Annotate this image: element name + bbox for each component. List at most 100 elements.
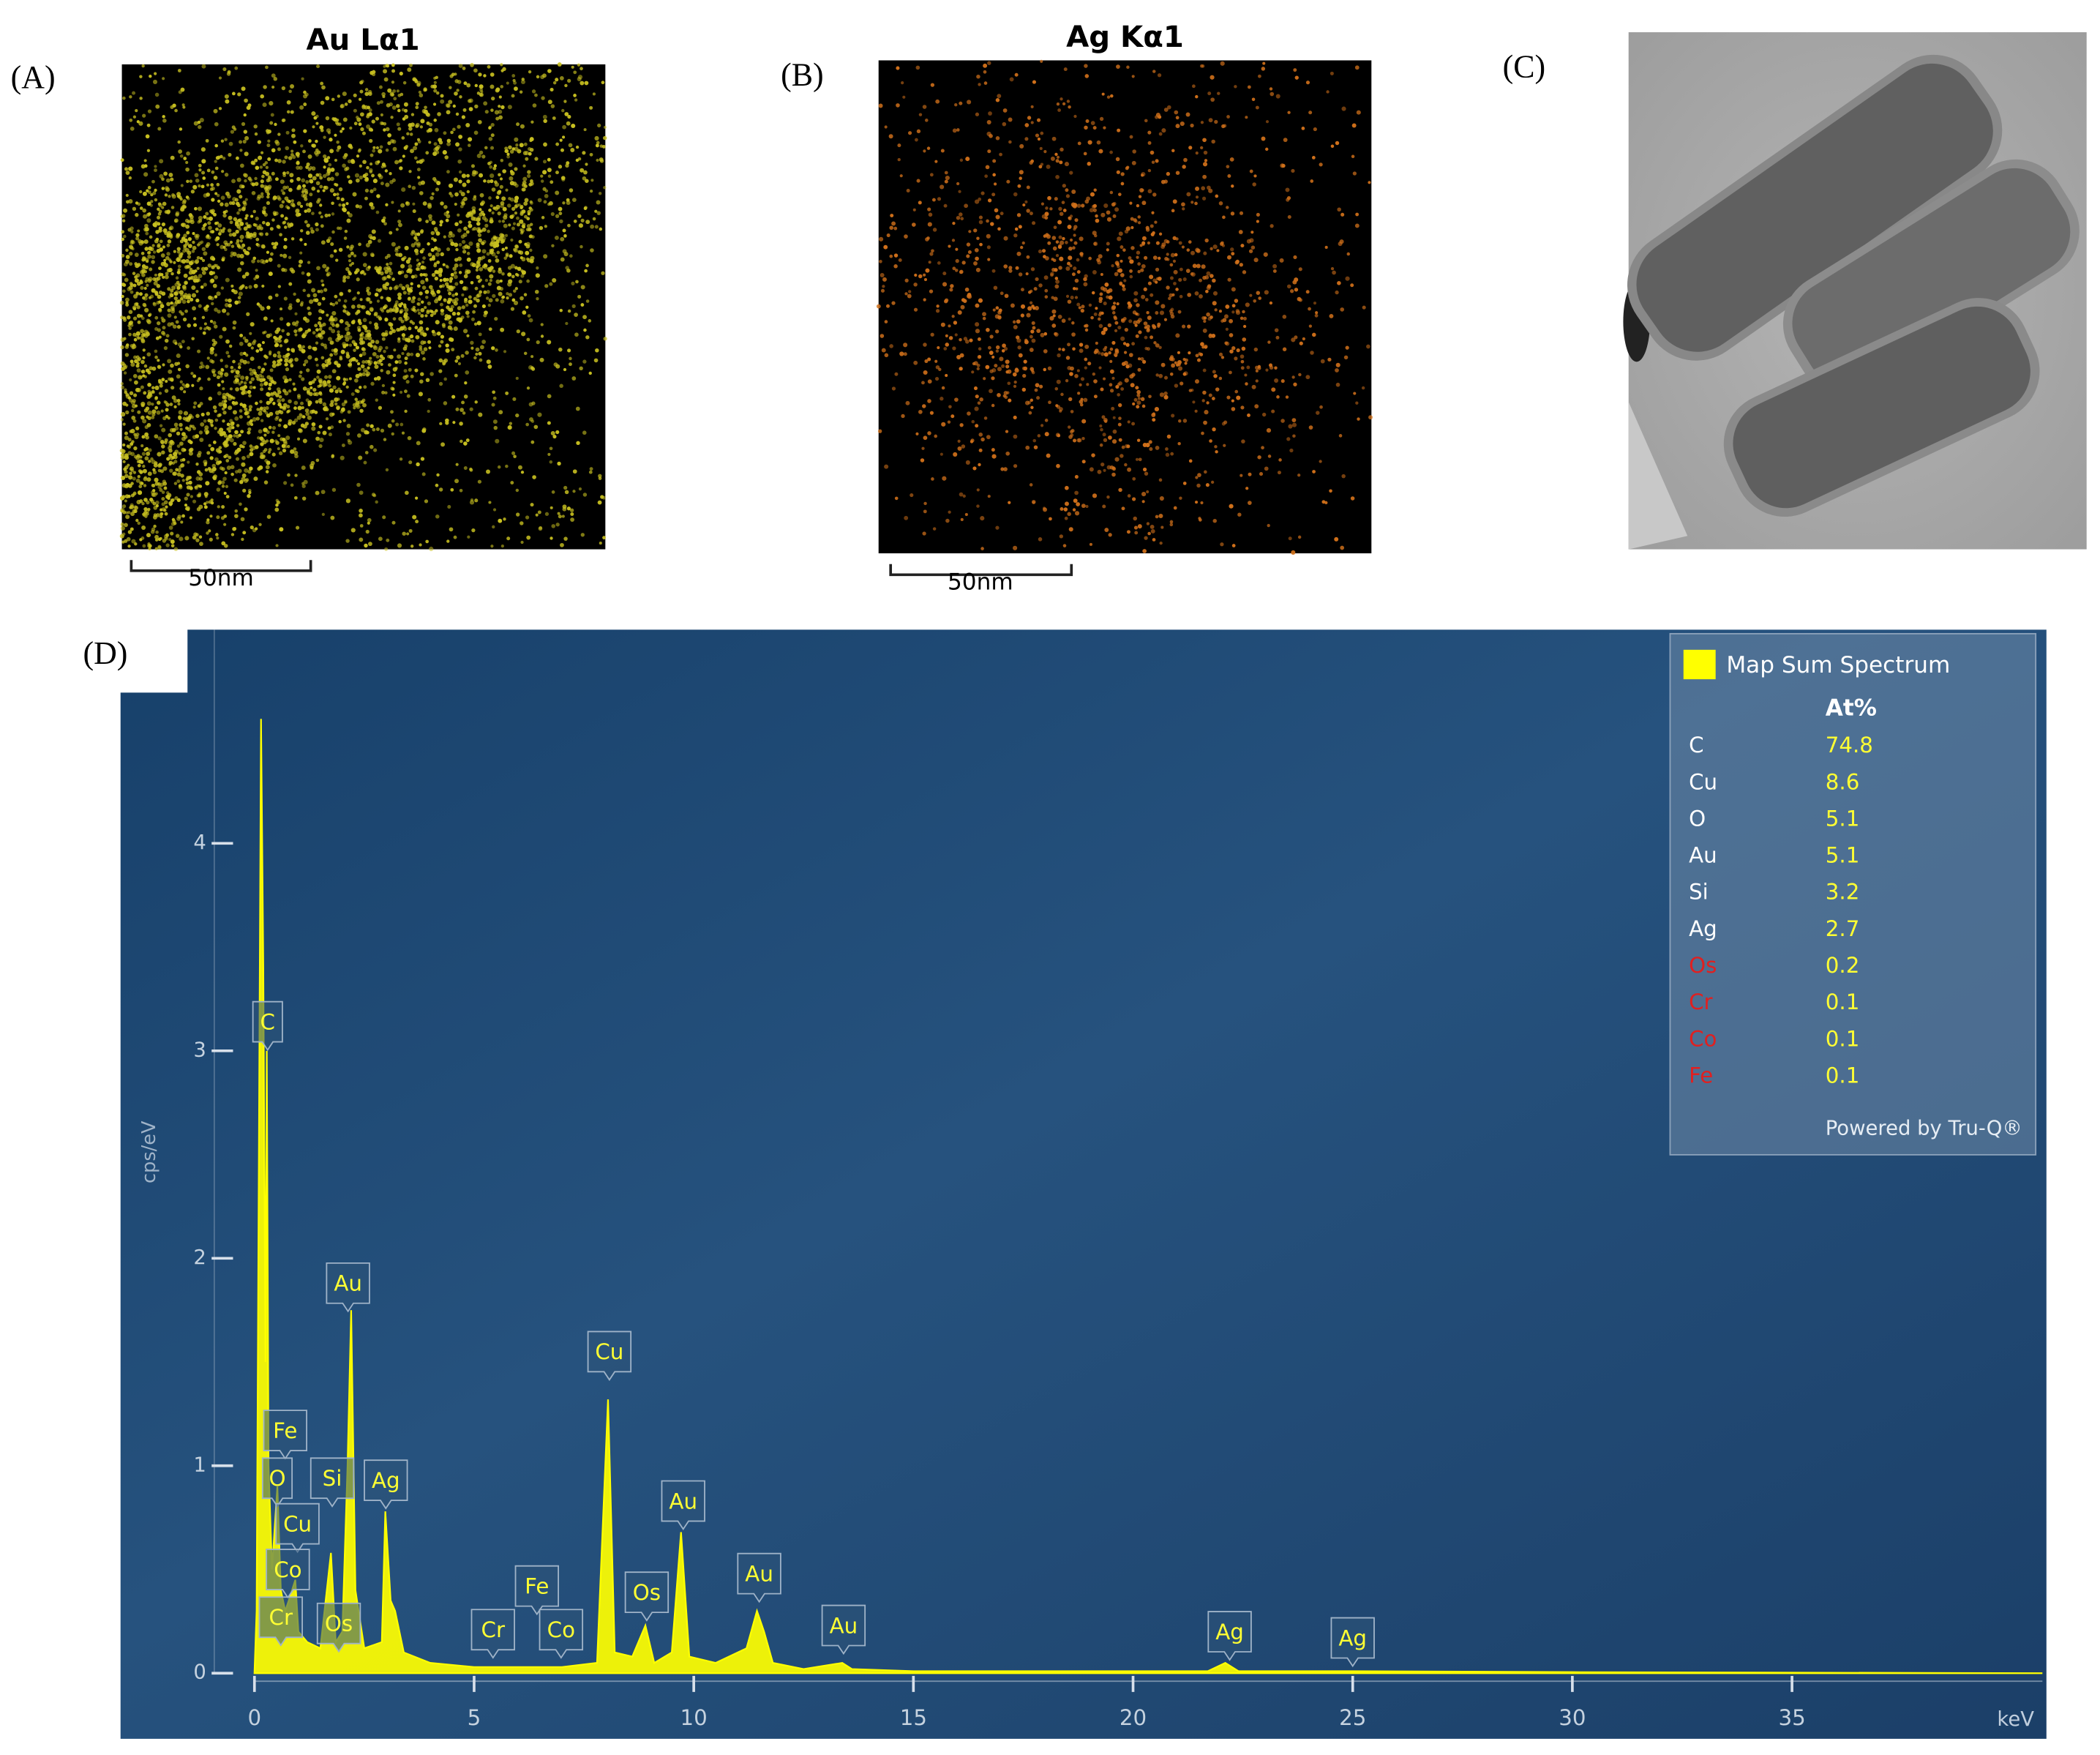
eds-dot xyxy=(187,346,191,351)
eds-dot xyxy=(169,377,174,382)
eds-dot xyxy=(408,184,412,188)
eds-dot xyxy=(173,261,176,264)
eds-dot xyxy=(329,388,334,393)
eds-dot xyxy=(353,378,359,383)
eds-dot xyxy=(1192,263,1197,269)
eds-dot xyxy=(463,299,468,304)
eds-dot xyxy=(306,162,310,167)
eds-dot xyxy=(124,484,129,489)
eds-dot xyxy=(342,279,346,283)
eds-dot xyxy=(331,454,334,459)
eds-dot xyxy=(1175,288,1179,291)
eds-dot xyxy=(224,202,229,207)
eds-dot xyxy=(345,498,350,504)
eds-dot xyxy=(221,505,225,509)
eds-dot xyxy=(134,542,138,546)
eds-dot xyxy=(238,291,243,296)
eds-dot xyxy=(125,193,129,198)
eds-dot xyxy=(323,154,327,159)
eds-dot xyxy=(265,232,269,236)
eds-dot xyxy=(154,434,159,439)
eds-dot xyxy=(329,254,334,258)
eds-dot xyxy=(400,319,405,323)
eds-dot xyxy=(444,317,448,321)
eds-dot xyxy=(241,86,246,91)
eds-dot xyxy=(328,326,333,331)
eds-dot xyxy=(315,181,320,186)
eds-dot xyxy=(396,89,400,93)
eds-dot xyxy=(299,413,302,416)
eds-dot xyxy=(153,513,157,517)
eds-dot xyxy=(1210,274,1214,278)
eds-dot xyxy=(288,359,293,364)
eds-dot xyxy=(1205,483,1210,487)
eds-dot xyxy=(383,276,387,280)
eds-dot xyxy=(343,299,348,303)
eds-dot xyxy=(151,409,157,414)
eds-dot xyxy=(434,299,438,304)
eds-dot xyxy=(232,232,237,237)
eds-dot xyxy=(555,523,560,527)
eds-dot xyxy=(220,374,223,378)
eds-dot xyxy=(318,398,323,403)
eds-dot xyxy=(161,444,165,449)
eds-dot xyxy=(277,263,281,268)
eds-dot xyxy=(254,176,258,181)
eds-dot xyxy=(370,344,373,348)
eds-dot xyxy=(454,91,458,96)
eds-dot xyxy=(524,151,530,156)
eds-dot xyxy=(280,317,284,321)
eds-dot xyxy=(1081,419,1087,424)
eds-dot xyxy=(243,113,247,117)
eds-dot xyxy=(481,265,486,269)
eds-dot xyxy=(151,260,155,264)
eds-dot xyxy=(255,274,260,279)
eds-dot xyxy=(271,426,277,430)
eds-dot xyxy=(345,385,349,389)
eds-dot xyxy=(140,415,145,420)
eds-dot xyxy=(547,168,552,173)
eds-dot xyxy=(465,270,469,275)
eds-dot xyxy=(216,487,221,492)
eds-dot xyxy=(361,324,365,328)
eds-dot xyxy=(167,313,172,318)
eds-dot xyxy=(1117,128,1121,132)
eds-dot xyxy=(163,258,167,262)
eds-dot xyxy=(176,192,181,197)
eds-dot xyxy=(1220,242,1224,246)
eds-dot xyxy=(1210,480,1215,484)
eds-dot xyxy=(321,363,326,367)
eds-dot xyxy=(427,204,432,209)
eds-dot xyxy=(458,271,462,274)
eds-dot xyxy=(1150,525,1155,529)
eds-dot xyxy=(286,110,290,114)
eds-dot xyxy=(989,389,993,394)
eds-dot xyxy=(343,400,348,403)
eds-dot xyxy=(412,77,417,82)
eds-dot xyxy=(282,185,287,190)
eds-dot xyxy=(1301,127,1305,130)
eds-dot xyxy=(315,400,319,404)
eds-dot xyxy=(301,349,306,353)
eds-dot xyxy=(274,122,277,127)
eds-dot xyxy=(440,311,445,316)
eds-dot xyxy=(580,303,585,307)
eds-dot xyxy=(406,352,410,357)
eds-dot xyxy=(306,223,310,228)
eds-dot xyxy=(464,381,468,385)
eds-dot xyxy=(470,317,475,321)
eds-dot xyxy=(476,91,481,95)
eds-dot xyxy=(271,148,276,153)
eds-dot xyxy=(308,202,312,206)
eds-dot xyxy=(307,306,311,310)
eds-dot xyxy=(479,92,484,97)
eds-dot xyxy=(935,309,940,313)
eds-dot xyxy=(572,490,576,493)
eds-dot xyxy=(434,229,438,233)
eds-dot xyxy=(345,267,350,272)
eds-dot xyxy=(210,501,214,505)
eds-dot xyxy=(503,223,508,228)
eds-dot xyxy=(1073,114,1077,119)
eds-dot xyxy=(1166,252,1169,256)
